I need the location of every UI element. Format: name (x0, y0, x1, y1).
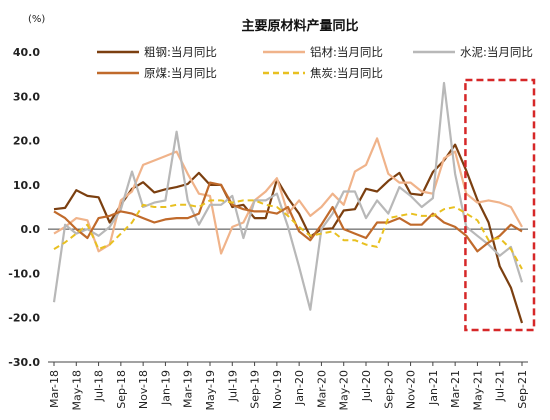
y-tick-label: 40.0 (13, 46, 40, 59)
y-tick-label: -30.0 (8, 356, 40, 369)
legend-label-3: 原煤:当月同比 (144, 66, 217, 80)
series-line-3 (53, 181, 523, 253)
x-tick-label: Sep-18 (115, 370, 128, 409)
x-tick-label: May-20 (338, 370, 351, 411)
legend-label-4: 焦炭:当月同比 (310, 66, 383, 80)
series-line-2 (52, 81, 524, 311)
x-tick-label: Mar-18 (48, 370, 61, 408)
legend-label-0: 粗钢:当月同比 (144, 45, 217, 59)
x-tick-label: Jan-19 (159, 370, 172, 406)
x-tick-label: Jul-19 (226, 370, 239, 402)
y-tick-label: 20.0 (13, 135, 40, 148)
chart-title: 主要原材料产量同比 (241, 18, 358, 34)
y-tick-label: 30.0 (13, 90, 40, 103)
x-tick-label: Mar-20 (315, 370, 328, 408)
y-tick-label: -20.0 (8, 312, 40, 325)
series-line-0 (53, 143, 524, 324)
x-tick-label: Nov-19 (271, 370, 284, 409)
y-tick-label: 0.0 (21, 223, 41, 236)
x-tick-label: May-18 (70, 370, 83, 411)
x-tick-label: Nov-20 (405, 370, 418, 409)
x-tick-label: Jul-20 (360, 370, 373, 402)
y-tick-label: 10.0 (13, 179, 40, 192)
x-tick-label: Nov-18 (137, 370, 150, 409)
y-tick-label: -10.0 (8, 267, 40, 280)
series-layer (52, 81, 524, 324)
x-tick-label: Jan-21 (427, 370, 440, 406)
x-tick-label: Jul-18 (93, 370, 106, 402)
x-tick-label: Mar-19 (182, 370, 195, 408)
x-tick-label: May-21 (471, 370, 484, 411)
x-tick-label: Mar-21 (449, 370, 462, 408)
x-axis: Mar-18 May-18 Jul-18 Sep-18 Nov-18 Jan-19 Mar-… (48, 228, 529, 411)
legend-label-1: 铝材:当月同比 (310, 45, 383, 59)
highlight-box (464, 78, 536, 332)
series-line-4 (53, 199, 523, 270)
x-tick-label: Sep-19 (249, 370, 262, 409)
x-tick-label: Sep-21 (516, 370, 529, 409)
x-tick-label: Jul-21 (494, 370, 507, 402)
x-tick-label: May-19 (204, 370, 217, 411)
y-axis-unit: (%) (28, 14, 45, 25)
series-line-1 (53, 137, 523, 255)
y-axis: 40.0 30.0 20.0 10.0 0.0 -10.0 -20.0 -30.0 (8, 46, 40, 369)
x-tick-label: Jan-20 (293, 370, 306, 406)
legend-label-2: 水泥:当月同比 (460, 45, 533, 59)
x-tick-label: Sep-20 (382, 370, 395, 409)
